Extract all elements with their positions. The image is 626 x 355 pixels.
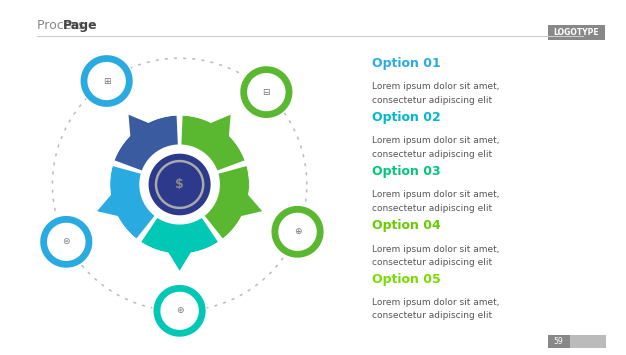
Polygon shape [139, 144, 220, 225]
Text: Lorem ipsum dolor sit amet,
consectetur adipiscing elit: Lorem ipsum dolor sit amet, consectetur … [372, 298, 500, 320]
Text: Option 01: Option 01 [372, 57, 441, 70]
Polygon shape [153, 285, 206, 337]
Text: LOGOTYPE: LOGOTYPE [553, 28, 599, 37]
Polygon shape [148, 154, 210, 215]
Polygon shape [106, 112, 253, 257]
Polygon shape [128, 115, 151, 138]
Polygon shape [239, 65, 294, 119]
Text: Process: Process [37, 19, 88, 32]
Polygon shape [162, 293, 198, 329]
Polygon shape [182, 115, 245, 171]
FancyBboxPatch shape [570, 335, 606, 348]
Text: Page: Page [63, 19, 98, 32]
Polygon shape [115, 115, 178, 171]
Polygon shape [146, 151, 213, 218]
Polygon shape [39, 215, 93, 269]
Text: Lorem ipsum dolor sit amet,
consectetur adipiscing elit: Lorem ipsum dolor sit amet, consectetur … [372, 190, 500, 213]
Polygon shape [203, 166, 249, 239]
Polygon shape [152, 284, 207, 338]
Polygon shape [80, 54, 134, 108]
Text: Option 02: Option 02 [372, 111, 441, 124]
Polygon shape [249, 74, 284, 110]
Polygon shape [272, 206, 324, 258]
FancyBboxPatch shape [548, 26, 605, 40]
Polygon shape [270, 205, 325, 259]
Text: Option 04: Option 04 [372, 219, 441, 233]
Polygon shape [89, 63, 125, 99]
Text: ⊞: ⊞ [103, 77, 110, 86]
Text: 59: 59 [554, 337, 563, 346]
FancyBboxPatch shape [548, 335, 570, 348]
Polygon shape [141, 146, 218, 223]
Text: Option 05: Option 05 [372, 273, 441, 285]
Polygon shape [141, 216, 218, 253]
Text: ⊟: ⊟ [262, 88, 270, 97]
Text: Lorem ipsum dolor sit amet,
consectetur adipiscing elit: Lorem ipsum dolor sit amet, consectetur … [372, 136, 500, 159]
Polygon shape [167, 250, 192, 271]
Polygon shape [280, 214, 316, 250]
Text: $: $ [175, 178, 184, 191]
Text: ⊛: ⊛ [176, 306, 183, 315]
Text: Option 03: Option 03 [372, 165, 441, 178]
Polygon shape [97, 193, 120, 217]
Polygon shape [48, 224, 85, 260]
Text: ⊜: ⊜ [63, 237, 70, 246]
Polygon shape [240, 66, 292, 118]
Polygon shape [110, 166, 156, 239]
Polygon shape [81, 55, 133, 107]
Polygon shape [208, 115, 230, 138]
Polygon shape [40, 216, 93, 268]
Text: ⊕: ⊕ [294, 227, 301, 236]
Polygon shape [155, 160, 205, 209]
Polygon shape [239, 193, 262, 217]
Text: Lorem ipsum dolor sit amet,
consectetur adipiscing elit: Lorem ipsum dolor sit amet, consectetur … [372, 82, 500, 105]
Text: Lorem ipsum dolor sit amet,
consectetur adipiscing elit: Lorem ipsum dolor sit amet, consectetur … [372, 245, 500, 267]
